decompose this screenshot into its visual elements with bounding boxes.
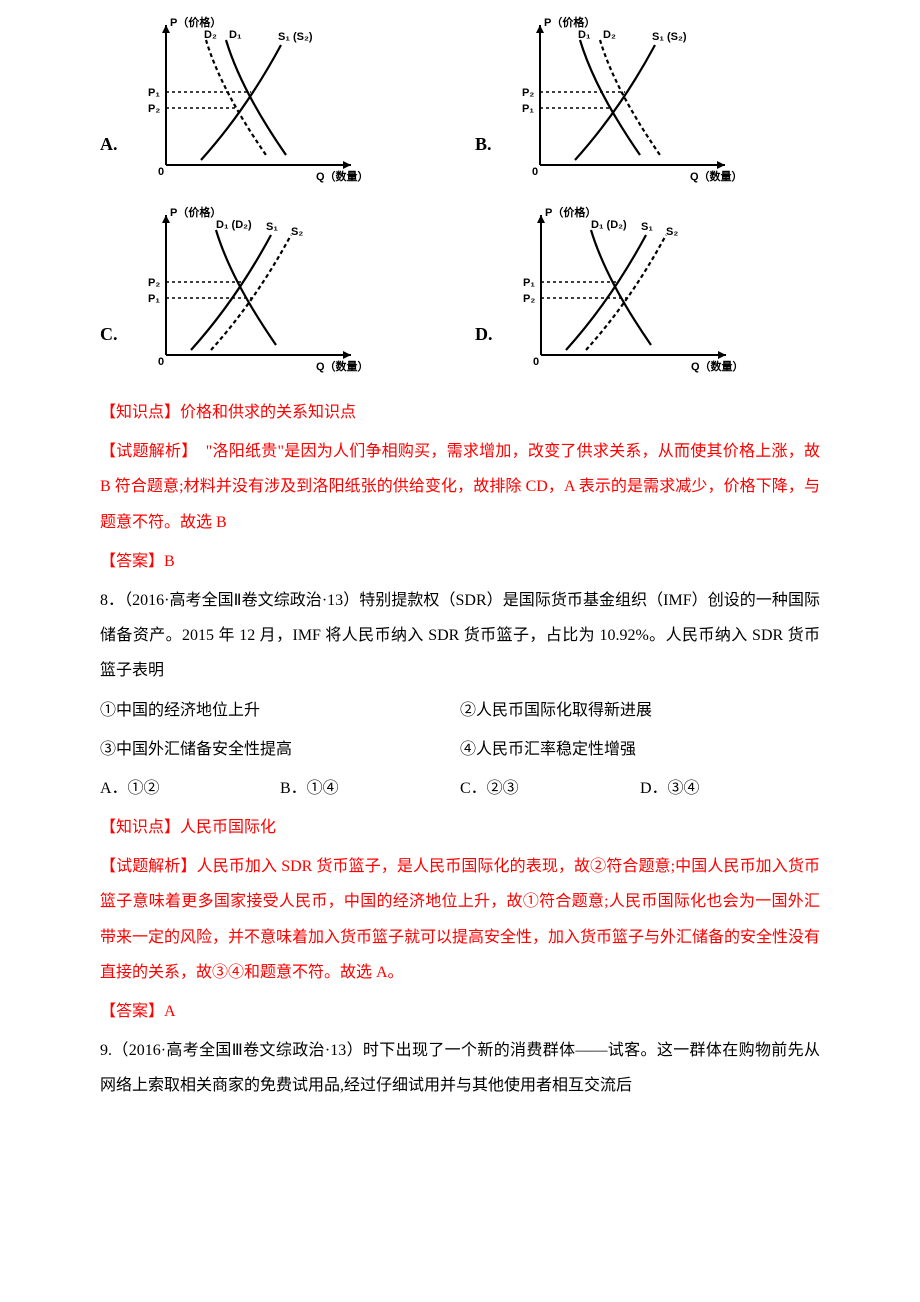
q8-answer-label: 【答案】 — [100, 1003, 164, 1020]
q8-knowledge-text: 人民币国际化 — [180, 819, 276, 836]
q8-options-row1: ①中国的经济地位上升 ②人民币国际化取得新进展 — [100, 693, 820, 728]
q7-answer-label: 【答案】 — [100, 553, 164, 570]
svg-text:0: 0 — [532, 166, 538, 178]
q7-knowledge-text: 价格和供求的关系知识点 — [180, 404, 356, 421]
q8-analysis-label: 【试题解析】 — [100, 858, 197, 875]
q8-opt4: ④人民币汇率稳定性增强 — [460, 732, 820, 767]
q8-stem: 8．（2016·高考全国Ⅱ卷文综政治·13）特别提款权（SDR）是国际货币基金组… — [100, 583, 820, 689]
svg-text:S₁: S₁ — [266, 221, 278, 233]
q8-analysis: 【试题解析】人民币加入 SDR 货币篮子，是人民币国际化的表现，故②符合题意;中… — [100, 849, 820, 990]
svg-text:0: 0 — [533, 356, 539, 368]
q8-analysis-text: 人民币加入 SDR 货币篮子，是人民币国际化的表现，故②符合题意;中国人民币加入… — [100, 858, 820, 981]
svg-text:0: 0 — [158, 356, 164, 368]
svg-text:D₁ (D₂): D₁ (D₂) — [216, 219, 252, 231]
svg-text:D₂: D₂ — [603, 29, 616, 41]
q8-knowledge: 【知识点】人民币国际化 — [100, 810, 820, 845]
chart-cell-b: B. 0 P（价格） Q（数量） S₁ (S₂) D₁ D₂ P₂ P₁ — [475, 10, 820, 190]
q8-options-row2: ③中国外汇储备安全性提高 ④人民币汇率稳定性增强 — [100, 732, 820, 767]
svg-text:D₁: D₁ — [578, 29, 591, 41]
q7-analysis-label: 【试题解析】 — [100, 443, 189, 460]
chart-b: 0 P（价格） Q（数量） S₁ (S₂) D₁ D₂ P₂ P₁ — [500, 10, 750, 190]
q7-analysis: 【试题解析】 "洛阳纸贵"是因为人们争相购买，需求增加，改变了供求关系，从而使其… — [100, 434, 820, 540]
svg-text:P₂: P₂ — [522, 87, 534, 99]
svg-text:P₁: P₁ — [523, 277, 535, 289]
svg-text:P（价格）: P（价格） — [545, 205, 596, 219]
q7-knowledge: 【知识点】价格和供求的关系知识点 — [100, 395, 820, 430]
chart-a: 0 P（价格） Q（数量） S₁ (S₂) D₂ D₁ P₁ P₂ — [126, 10, 376, 190]
q8-choice-c: C．②③ — [460, 771, 640, 806]
q8-opt2: ②人民币国际化取得新进展 — [460, 693, 820, 728]
svg-text:S₂: S₂ — [666, 226, 678, 238]
svg-text:0: 0 — [158, 166, 164, 178]
q9-stem: 9.（2016·高考全国Ⅲ卷文综政治·13）时下出现了一个新的消费群体——试客。… — [100, 1033, 820, 1103]
svg-text:P（价格）: P（价格） — [544, 15, 595, 29]
q7-analysis-text: "洛阳纸贵"是因为人们争相购买，需求增加，改变了供求关系，从而使其价格上涨，故 … — [100, 443, 820, 530]
svg-text:P₂: P₂ — [148, 277, 160, 289]
q8-answer: 【答案】A — [100, 994, 820, 1029]
q8-choice-a: A．①② — [100, 771, 280, 806]
svg-text:D₁: D₁ — [229, 29, 242, 41]
q8-knowledge-label: 【知识点】 — [100, 819, 180, 836]
chart-label-c: C. — [100, 315, 118, 355]
svg-text:S₂: S₂ — [291, 226, 303, 238]
chart-label-b: B. — [475, 125, 492, 165]
svg-text:P（价格）: P（价格） — [170, 15, 221, 29]
svg-text:Q（数量）: Q（数量） — [690, 169, 743, 183]
svg-text:P₂: P₂ — [148, 103, 160, 115]
svg-text:P₂: P₂ — [523, 293, 535, 305]
svg-text:S₁: S₁ — [641, 221, 653, 233]
svg-text:D₁ (D₂): D₁ (D₂) — [591, 219, 627, 231]
chart-cell-d: D. 0 P（价格） Q（数量） D₁ (D₂) S₁ S₂ P₁ P₂ — [475, 200, 820, 380]
q7-answer: 【答案】B — [100, 544, 820, 579]
q7-knowledge-label: 【知识点】 — [100, 404, 180, 421]
svg-text:P₁: P₁ — [522, 103, 534, 115]
chart-label-a: A. — [100, 125, 118, 165]
q8-answer-text: A — [164, 1003, 176, 1020]
q8-opt1: ①中国的经济地位上升 — [100, 693, 460, 728]
q7-answer-text: B — [164, 553, 175, 570]
chart-label-d: D. — [475, 315, 493, 355]
svg-text:Q（数量）: Q（数量） — [691, 359, 744, 373]
chart-cell-c: C. 0 P（价格） Q（数量） D₁ (D₂) S₁ S₂ P₂ P₁ — [100, 200, 445, 380]
q8-choices: A．①② B．①④ C．②③ D．③④ — [100, 771, 820, 806]
charts-grid: A. 0 P（价格） Q（数量） S₁ (S₂) D₂ D₁ P₁ P₂ — [100, 10, 820, 380]
svg-text:S₁ (S₂): S₁ (S₂) — [652, 31, 687, 43]
chart-d: 0 P（价格） Q（数量） D₁ (D₂) S₁ S₂ P₁ P₂ — [501, 200, 751, 380]
svg-text:D₂: D₂ — [204, 29, 217, 41]
chart-c: 0 P（价格） Q（数量） D₁ (D₂) S₁ S₂ P₂ P₁ — [126, 200, 376, 380]
svg-text:Q（数量）: Q（数量） — [316, 169, 369, 183]
svg-text:P（价格）: P（价格） — [170, 205, 221, 219]
svg-text:P₁: P₁ — [148, 87, 160, 99]
q8-choice-b: B．①④ — [280, 771, 460, 806]
svg-text:P₁: P₁ — [148, 293, 160, 305]
svg-text:S₁ (S₂): S₁ (S₂) — [278, 31, 313, 43]
q8-opt3: ③中国外汇储备安全性提高 — [100, 732, 460, 767]
svg-text:Q（数量）: Q（数量） — [316, 359, 369, 373]
q8-choice-d: D．③④ — [640, 771, 820, 806]
chart-cell-a: A. 0 P（价格） Q（数量） S₁ (S₂) D₂ D₁ P₁ P₂ — [100, 10, 445, 190]
